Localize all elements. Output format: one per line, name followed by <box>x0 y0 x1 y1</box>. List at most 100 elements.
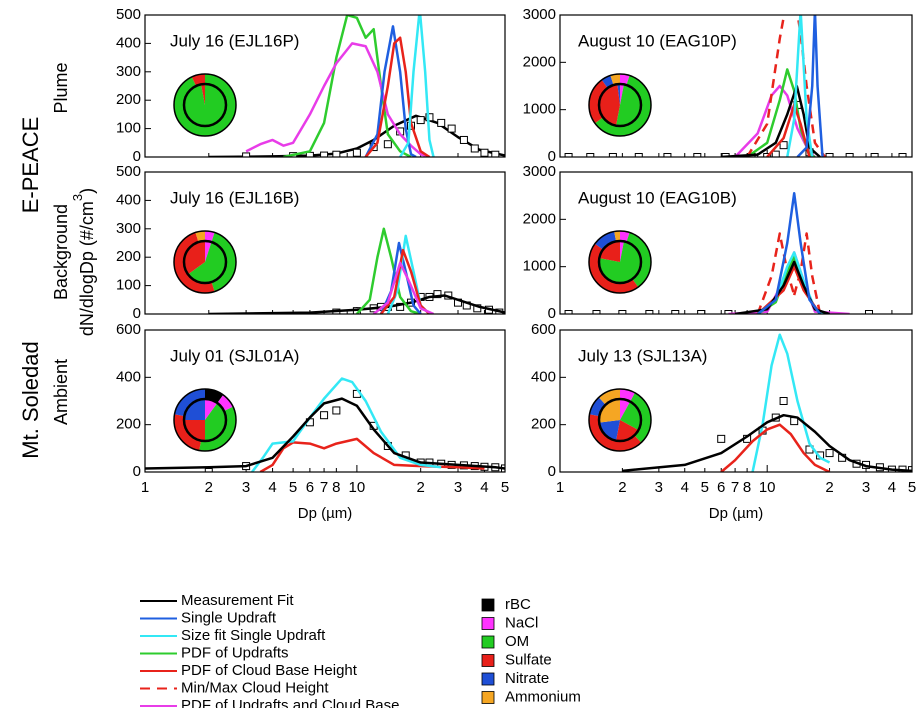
measured-point <box>332 150 341 157</box>
series-line <box>245 42 430 157</box>
legend-label: PDF of Updrafts <box>181 644 289 661</box>
legend-label: Min/Max Cloud Height <box>181 679 329 696</box>
plot-area <box>208 15 505 157</box>
series-line <box>734 260 830 314</box>
inset-outline <box>173 230 237 294</box>
legend-label: Size fit Single Updraft <box>181 627 326 644</box>
series-line <box>380 248 431 314</box>
inset-slice <box>205 241 212 262</box>
x-tick-label: 7 <box>320 479 328 496</box>
y-tick-label: 400 <box>116 34 141 51</box>
measured-point <box>771 150 780 157</box>
x-tick-label: 2 <box>618 479 626 496</box>
series-line <box>283 15 412 157</box>
inset-slice <box>201 84 205 105</box>
x-tick-label: 3 <box>655 479 663 496</box>
series-line <box>372 261 435 314</box>
series-line <box>796 15 824 157</box>
group-label: Mt. Soledad <box>18 341 43 458</box>
legend-label: Sulfate <box>505 651 552 668</box>
legend-swatch <box>481 598 495 612</box>
series-line <box>364 25 417 157</box>
inset-slice <box>184 399 205 420</box>
y-tick-label: 0 <box>548 148 556 165</box>
x-tick-label: 2 <box>205 479 213 496</box>
x-tick-label: 5 <box>501 479 509 496</box>
x-tick-label: 5 <box>289 479 297 496</box>
inset-slice <box>184 84 227 126</box>
x-tick-label: 2 <box>417 479 425 496</box>
x-tick-label: 6 <box>717 479 725 496</box>
inset-slice <box>588 414 642 451</box>
x-tick-label: 8 <box>743 479 751 496</box>
row-label: Plume <box>51 62 71 113</box>
y-tick-label: 1000 <box>523 258 556 275</box>
y-tick-label: 600 <box>531 321 556 338</box>
series-line <box>721 84 821 157</box>
y-tick-label: 500 <box>116 163 141 180</box>
x-tick-label: 3 <box>242 479 250 496</box>
measured-point <box>645 310 654 314</box>
inset-slice <box>594 231 617 250</box>
series-line <box>355 227 422 314</box>
inset-slice <box>598 389 620 405</box>
inset-slice <box>195 231 205 243</box>
series-line <box>251 377 442 472</box>
y-tick-label: 400 <box>531 368 556 385</box>
inset-slice <box>620 231 630 243</box>
x-tick-label: 1 <box>556 479 564 496</box>
x-tick-label: 8 <box>332 479 340 496</box>
measured-point <box>320 411 329 420</box>
measured-point <box>352 148 361 157</box>
inset-slice <box>589 243 639 293</box>
measured-point <box>447 124 456 133</box>
series-line <box>622 413 912 472</box>
inset-ring <box>182 239 228 285</box>
x-tick-label: 5 <box>701 479 709 496</box>
measured-point <box>671 310 680 314</box>
x-tick-label: 3 <box>862 479 870 496</box>
measured-point <box>724 310 733 314</box>
legend-label: Single Updraft <box>181 609 277 626</box>
x-tick-label: 5 <box>908 479 916 496</box>
series-line <box>746 15 786 157</box>
plot-frame <box>144 14 506 158</box>
legend-label: Ammonium <box>505 688 581 705</box>
legend-label: PDF of Updrafts and Cloud Base <box>181 697 399 708</box>
series-line <box>145 397 505 470</box>
inset-outline <box>588 73 652 137</box>
legend-swatch <box>481 672 495 686</box>
x-tick-label: 2 <box>825 479 833 496</box>
inset-ring <box>597 82 643 128</box>
plot-frame <box>559 14 913 158</box>
plot-frame <box>559 171 913 315</box>
y-tick-label: 3000 <box>523 6 556 23</box>
legend-label: rBC <box>505 596 531 613</box>
measured-point <box>564 310 573 314</box>
inset-slice <box>205 231 215 243</box>
measured-point <box>717 434 726 443</box>
measured-point <box>592 310 601 314</box>
measured-point <box>480 148 489 157</box>
y-tick-label: 2000 <box>523 210 556 227</box>
inset-slice <box>589 397 606 417</box>
inset-slice <box>620 399 631 420</box>
series-line <box>720 423 831 472</box>
plot-frame <box>144 171 506 315</box>
y-tick-label: 0 <box>548 463 556 480</box>
panel-title: July 13 (SJL13A) <box>578 346 707 365</box>
y-tick-label: 300 <box>116 63 141 80</box>
y-tick-label: 500 <box>116 6 141 23</box>
measured-point <box>693 153 702 157</box>
series-line <box>751 333 831 472</box>
inset-ring <box>182 397 228 443</box>
inset-slice <box>599 84 620 126</box>
measured-point <box>898 153 907 157</box>
panel-title: July 01 (SJL01A) <box>170 346 299 365</box>
inset-outline <box>588 230 652 294</box>
y-tick-label: 400 <box>116 191 141 208</box>
inset-slice <box>614 231 620 242</box>
panel-title: July 16 (EJL16B) <box>170 188 299 207</box>
inset-slice <box>620 241 624 262</box>
inset-outline <box>588 388 652 452</box>
